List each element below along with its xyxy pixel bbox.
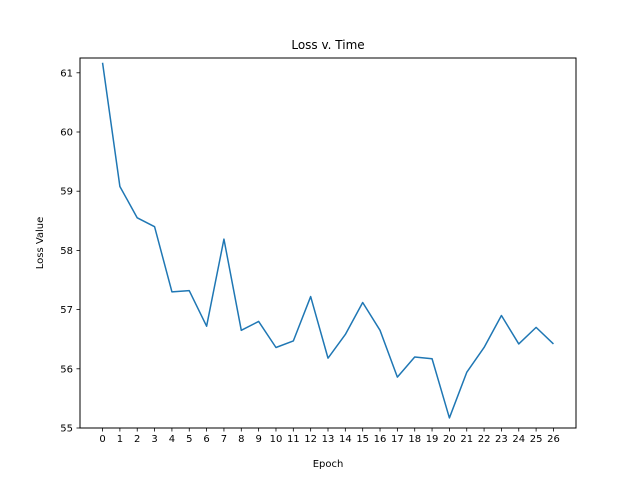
x-tick-label-16: 16 — [374, 434, 387, 445]
y-tick-label-56: 56 — [60, 364, 73, 375]
x-tick-label-23: 23 — [495, 434, 508, 445]
x-tick-label-26: 26 — [547, 434, 560, 445]
x-tick-label-8: 8 — [238, 434, 244, 445]
x-tick-label-14: 14 — [339, 434, 352, 445]
x-tick-label-13: 13 — [322, 434, 335, 445]
y-tick-label-57: 57 — [60, 305, 73, 316]
x-tick-label-6: 6 — [203, 434, 209, 445]
x-tick-label-18: 18 — [408, 434, 421, 445]
series-line-0 — [101, 62, 554, 419]
x-tick-label-12: 12 — [304, 434, 317, 445]
x-tick-label-0: 0 — [99, 434, 105, 445]
y-tick-label-61: 61 — [60, 68, 73, 79]
x-tick-label-1: 1 — [117, 434, 123, 445]
x-tick-label-10: 10 — [270, 434, 283, 445]
x-tick-label-4: 4 — [169, 434, 175, 445]
x-tick-label-3: 3 — [151, 434, 157, 445]
x-tick-label-2: 2 — [134, 434, 140, 445]
x-tick-label-5: 5 — [186, 434, 192, 445]
x-tick-label-11: 11 — [287, 434, 300, 445]
y-tick-label-60: 60 — [60, 128, 73, 139]
x-tick-label-19: 19 — [426, 434, 439, 445]
x-tick-label-9: 9 — [255, 434, 261, 445]
y-axis-label: Loss Value — [35, 217, 46, 270]
x-tick-label-21: 21 — [460, 434, 473, 445]
x-tick-label-17: 17 — [391, 434, 404, 445]
x-axis-label: Epoch — [313, 459, 344, 470]
chart-title: Loss v. Time — [291, 38, 364, 52]
x-tick-label-25: 25 — [530, 434, 543, 445]
y-tick-label-58: 58 — [60, 246, 73, 257]
y-tick-label-55: 55 — [60, 424, 73, 435]
x-tick-label-7: 7 — [221, 434, 227, 445]
y-tick-label-59: 59 — [60, 187, 73, 198]
x-tick-label-22: 22 — [478, 434, 491, 445]
x-tick-label-15: 15 — [356, 434, 369, 445]
x-tick-label-24: 24 — [512, 434, 525, 445]
x-tick-label-20: 20 — [443, 434, 456, 445]
plot-area — [101, 62, 554, 419]
